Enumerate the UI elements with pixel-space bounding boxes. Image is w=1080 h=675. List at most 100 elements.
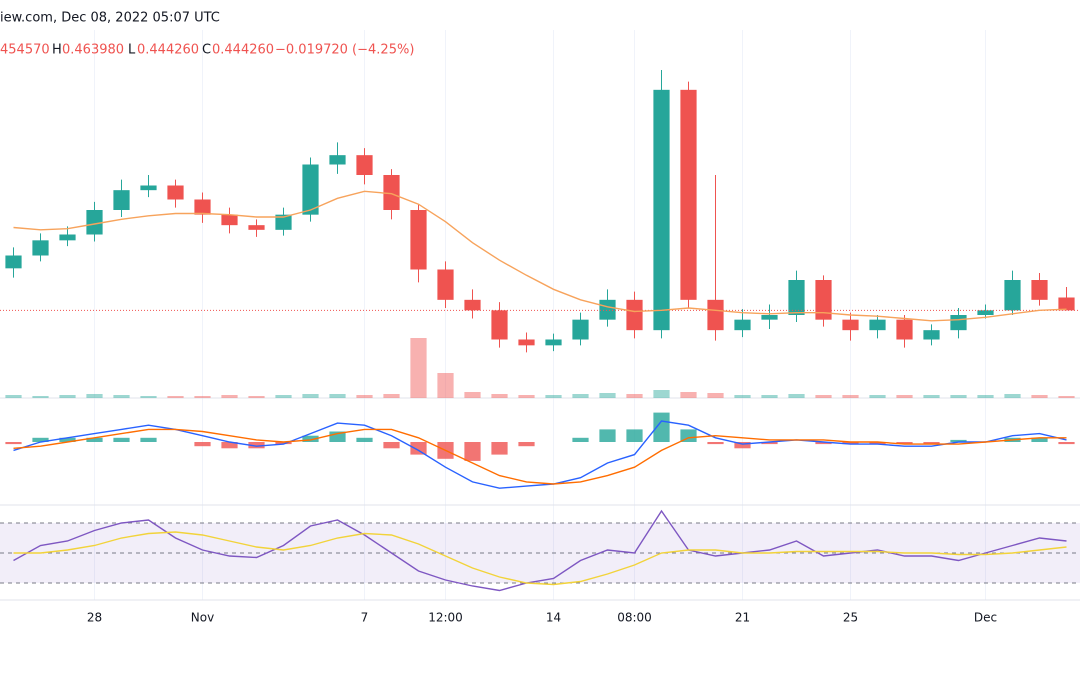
- macd-histogram-bar: [815, 442, 832, 445]
- candle-body: [1031, 280, 1048, 300]
- candle-body: [815, 280, 832, 320]
- volume-bar: [5, 395, 22, 398]
- volume-bar: [680, 392, 697, 398]
- macd-histogram-bar: [923, 442, 940, 445]
- macd-histogram-bar: [680, 429, 697, 442]
- volume-bar: [356, 395, 373, 398]
- volume-bar: [923, 395, 940, 398]
- candle-body: [761, 315, 778, 320]
- volume-bar: [383, 394, 400, 398]
- volume-bar: [491, 394, 508, 398]
- high-key: H: [52, 43, 62, 58]
- macd-histogram-bar: [32, 437, 49, 442]
- candle-body: [32, 240, 49, 256]
- macd-histogram-bar: [1058, 442, 1075, 445]
- change-value: −0.019720 (−4.25%): [275, 43, 414, 58]
- volume-bar: [86, 394, 103, 398]
- x-tick-label: 28: [87, 611, 102, 625]
- macd-histogram-bar: [248, 442, 265, 449]
- volume-bar: [626, 394, 643, 398]
- candle-body: [491, 310, 508, 340]
- candle-body: [977, 310, 994, 315]
- volume-bar: [950, 395, 967, 398]
- macd-histogram-bar: [599, 429, 616, 442]
- x-tick-label: 7: [361, 611, 369, 625]
- candle-body: [221, 214, 238, 226]
- macd-histogram-bar: [140, 437, 157, 442]
- volume-bar: [815, 395, 832, 398]
- candle-body: [140, 185, 157, 191]
- volume-bar: [1004, 394, 1021, 398]
- volume-bar: [977, 395, 994, 398]
- candle-body: [599, 299, 616, 320]
- candle-body: [1058, 297, 1075, 311]
- macd-histogram-bar: [1031, 437, 1048, 442]
- volume-bar: [788, 394, 805, 398]
- rsi-line: [13, 509, 1067, 592]
- volume-bar: [869, 395, 886, 398]
- macd-histogram-bar: [734, 442, 751, 449]
- volume-bar: [518, 395, 535, 398]
- candle-body: [680, 89, 697, 300]
- volume-bar: [896, 395, 913, 398]
- macd-histogram-bar: [869, 442, 886, 445]
- candle-body: [869, 319, 886, 331]
- macd-histogram-bar: [275, 442, 292, 445]
- macd-histogram-bar: [86, 437, 103, 442]
- macd-histogram-bar: [356, 437, 373, 442]
- x-tick-label: Dec: [974, 611, 997, 625]
- candle-body: [356, 155, 373, 175]
- macd-histogram-bar: [761, 442, 778, 445]
- volume-bar: [194, 396, 211, 398]
- volume-bar: [1031, 395, 1048, 398]
- candle-body: [950, 315, 967, 331]
- candle-body: [275, 214, 292, 230]
- volume-bar: [113, 395, 130, 398]
- macd-histogram-bar: [707, 442, 724, 445]
- volume-bar: [761, 395, 778, 398]
- candle-body: [734, 319, 751, 331]
- open-value: 454570: [0, 43, 50, 58]
- candle-body: [896, 319, 913, 340]
- x-tick-label: 14: [546, 611, 561, 625]
- macd-histogram-bar: [329, 431, 346, 442]
- macd-histogram-bar: [896, 442, 913, 445]
- volume-bar: [221, 395, 238, 398]
- macd-histogram-bar: [113, 437, 130, 442]
- x-tick-label: 25: [843, 611, 858, 625]
- x-tick-label: 21: [735, 611, 750, 625]
- macd-histogram-bar: [383, 442, 400, 449]
- candle-body: [383, 175, 400, 210]
- macd-line: [13, 420, 1067, 489]
- close-key: C: [202, 43, 211, 58]
- volume-bar: [734, 395, 751, 398]
- close-value: 0.444260: [212, 43, 274, 58]
- volume-bar: [32, 396, 49, 398]
- candle-body: [167, 185, 184, 200]
- candle-body: [5, 255, 22, 269]
- volume-bar: [437, 373, 454, 398]
- signal-line: [13, 428, 1067, 485]
- volume-bar: [275, 395, 292, 398]
- candle-body: [707, 299, 724, 331]
- macd-histogram-bar: [59, 437, 76, 442]
- candle-body: [1004, 280, 1021, 311]
- candle-body: [653, 89, 670, 331]
- macd-histogram-bar: [302, 435, 319, 442]
- macd-histogram-bar: [410, 442, 427, 455]
- candle-body: [842, 319, 859, 331]
- volume-bar: [302, 394, 319, 398]
- volume-bar: [1058, 396, 1075, 398]
- macd-histogram-bar: [221, 442, 238, 449]
- x-tick-label: 08:00: [617, 611, 652, 625]
- macd-histogram-bar: [491, 442, 508, 455]
- candle-body: [302, 164, 319, 215]
- volume-bar: [707, 393, 724, 398]
- candle-body: [194, 199, 211, 215]
- candle-body: [86, 210, 103, 235]
- candle-body: [329, 155, 346, 165]
- macd-histogram-bar: [194, 442, 211, 447]
- candle-body: [545, 339, 562, 346]
